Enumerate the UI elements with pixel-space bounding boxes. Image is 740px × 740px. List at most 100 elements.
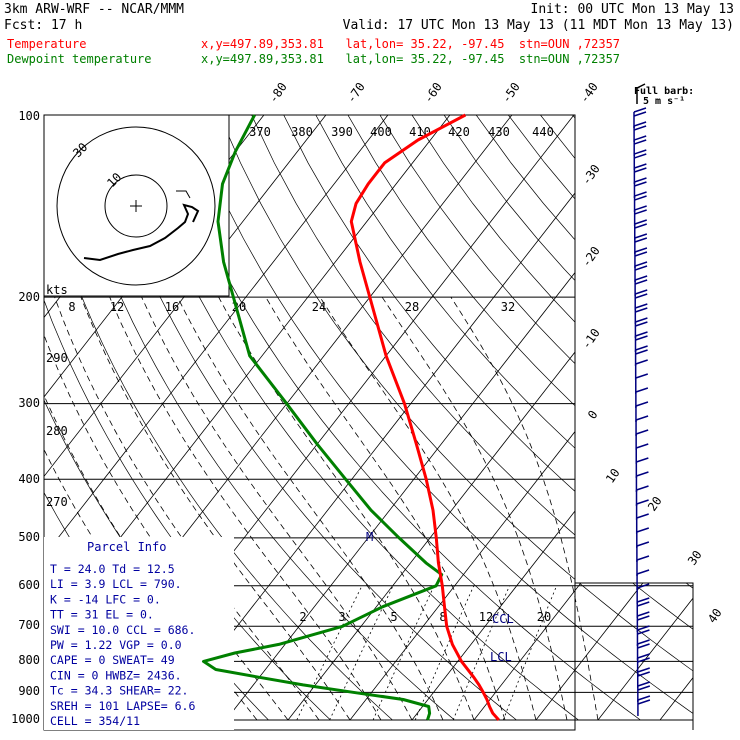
dry-adiabat-line (251, 115, 693, 721)
mixing-ratio-label-8: 8 (439, 610, 446, 624)
wind-barb-flag (637, 615, 650, 621)
pressure-label-700: 700 (18, 618, 40, 632)
parcel-info-row: TT = 31 EL = 0. (50, 608, 154, 622)
mixing-ratio-label-12: 12 (479, 610, 493, 624)
scale-label-24: 24 (312, 300, 326, 314)
isotherm-label-10: 10 (603, 466, 623, 486)
wind-barb-flag (636, 499, 649, 505)
wind-barb-flag (634, 209, 647, 215)
wind-barb-flag (635, 345, 648, 351)
wind-barb-flag (637, 639, 650, 645)
dry-adiabat-line (187, 115, 693, 721)
pressure-label-800: 800 (18, 653, 40, 667)
mixing-ratio-line (414, 585, 475, 721)
wind-barb-flag (637, 699, 651, 705)
wind-barb-flag (636, 541, 650, 547)
ccl-marker: CCL (492, 612, 514, 626)
hodograph-frame (43, 114, 230, 297)
model-title: 3km ARW-WRF -- NCAR/MMM (4, 2, 184, 17)
isotherm-label-m70: -70 (344, 80, 368, 106)
isotherm-line (473, 115, 693, 721)
wind-barb-flag (634, 167, 647, 173)
dry-adiabat-line (347, 115, 693, 721)
wind-barb-flag (635, 335, 648, 341)
hodograph-tail (176, 190, 191, 199)
isotherm-line (44, 115, 389, 721)
dry-adiabat-line (315, 115, 693, 721)
dewpoint-trace (202, 114, 444, 721)
pressure-label-600: 600 (18, 578, 40, 592)
parcel-info-row: T = 24.0 Td = 12.5 (50, 562, 175, 576)
temperature-legend-label: Temperature (7, 37, 86, 51)
scale-label-8: 8 (68, 300, 75, 314)
isotherm-label-20: 20 (645, 494, 665, 514)
isotherm-label-30: 30 (685, 548, 705, 568)
theta-label-380: 380 (291, 125, 313, 139)
wind-barb-flag (635, 401, 649, 407)
pressure-label-100: 100 (18, 109, 40, 123)
wind-barb-stack (633, 107, 651, 716)
dewpoint-legend-label: Dewpoint temperature (7, 52, 152, 66)
isotherm-label-m50: -50 (499, 80, 523, 106)
parcel-info-row: CAPE = 0 SWEAT= 49 (50, 653, 175, 667)
isotherm-line (163, 115, 637, 721)
wind-barb-flag (637, 611, 650, 617)
wind-barb-flag (637, 667, 650, 673)
theta-label-410: 410 (409, 125, 431, 139)
wind-barb-flag (634, 177, 647, 183)
wind-barb-flag (635, 317, 648, 323)
wind-barb-flag (635, 349, 648, 355)
scale-label-16: 16 (165, 300, 179, 314)
wind-barb-flag (634, 279, 648, 285)
isotherm-labels-right: -30 -20 -10 0 10 20 30 40 (579, 162, 725, 626)
wind-barb-flag (637, 597, 650, 603)
barb-legend-line2: 5 m s⁻¹ (643, 96, 685, 107)
hodograph-units: kts (46, 283, 68, 297)
scale-label-32: 32 (501, 300, 515, 314)
temperature-trace (349, 113, 500, 722)
wind-barb-flag (634, 163, 647, 169)
wind-barb-flag (637, 629, 650, 635)
parcel-info-row: SWI = 10.0 CCL = 686. (50, 623, 195, 637)
hodograph: 30 10 kts (43, 114, 230, 297)
parcel-info-row: PW = 1.22 VGP = 0.0 (50, 638, 182, 652)
pressure-label-400: 400 (18, 472, 40, 486)
barb-legend-icon (636, 83, 646, 104)
wind-barb-flag (636, 471, 649, 477)
parcel-info-row: Tc = 34.3 SHEAR= 22. (50, 684, 188, 698)
m-marker: M (366, 530, 373, 544)
parcel-info-panel: Parcel Info T = 24.0 Td = 12.5LI = 3.9 L… (44, 537, 234, 730)
wind-barb-flag (634, 219, 647, 225)
parcel-info-background (44, 537, 234, 730)
wind-barb-flag (633, 125, 647, 131)
wind-barb-flag (634, 205, 647, 211)
isotherm-label-0: 0 (585, 408, 601, 422)
wind-barb-flag (635, 331, 648, 337)
hodograph-scale: 8 12 16 20 24 28 32 (68, 300, 515, 314)
parcel-info-row: K = -14 LFC = 0. (50, 592, 161, 606)
pressure-label-200: 200 (18, 290, 40, 304)
moist-adiabat-line (265, 296, 506, 721)
wind-barb-flag (637, 657, 650, 663)
theta-left-label-280: 280 (46, 424, 68, 438)
theta-label-400: 400 (370, 125, 392, 139)
wind-barb-flag (634, 233, 648, 239)
valid-time: Valid: 17 UTC Mon 13 May 13 (11 MDT Mon … (343, 18, 734, 33)
wind-barb-flag (635, 415, 649, 421)
scale-label-12: 12 (110, 300, 124, 314)
moist-adiabat-line (80, 296, 351, 721)
level-annotations: CCL LCL M (366, 530, 514, 664)
mixing-ratio-line (296, 585, 363, 721)
wind-barb-flag (636, 555, 650, 561)
dry-adiabat-line (604, 115, 693, 721)
wind-barb-flag (635, 373, 649, 379)
wind-barb-flag (634, 195, 647, 201)
moist-adiabat-line (54, 296, 320, 721)
dry-adiabat-line (44, 115, 393, 721)
wind-barb-flag (633, 121, 647, 127)
isotherm-label-m60: -60 (421, 80, 445, 106)
isotherm-line (44, 115, 327, 721)
parcel-info-rows: T = 24.0 Td = 12.5LI = 3.9 LCL = 790.K =… (50, 562, 195, 728)
wind-barb-flag (637, 671, 650, 677)
parcel-info-row: SREH = 101 LAPSE= 6.6 (50, 699, 195, 713)
